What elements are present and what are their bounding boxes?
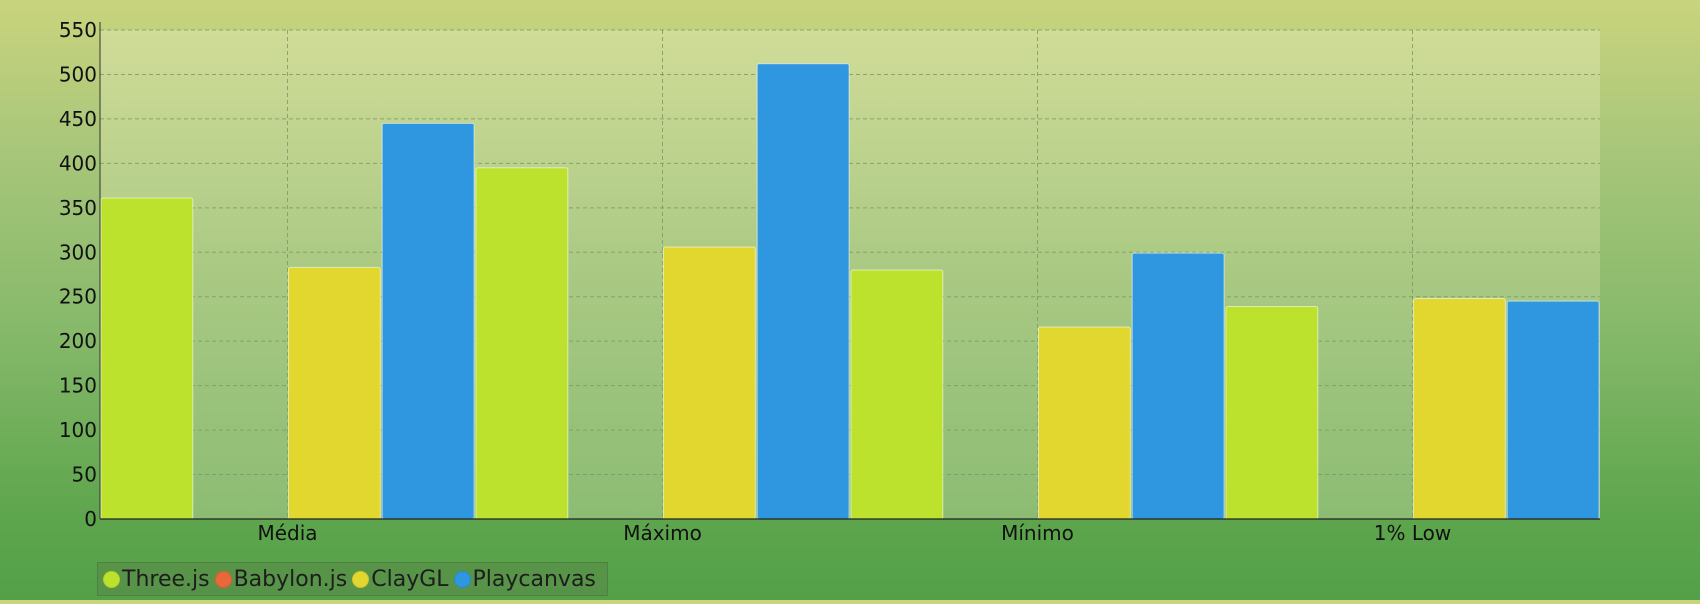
legend-marker-icon [103,570,120,588]
legend-label: ClayGL [371,566,449,592]
bar-playcanvas-2 [1131,252,1225,520]
x-tick-label: Máximo [623,521,702,545]
bar-claygl-1 [662,246,756,520]
bar-playcanvas-1 [756,63,850,520]
y-tick-label: 550 [59,18,97,42]
y-tick-label: 250 [59,285,97,309]
y-tick-label: 100 [59,418,97,442]
axes [99,22,1600,520]
y-tick-label: 350 [59,196,97,220]
legend-item-claygl[interactable]: ClayGL [349,566,449,592]
y-tick-label: 50 [72,463,97,487]
legend-label: Three.js [122,566,210,592]
x-tick-label: 1% Low [1374,521,1451,545]
grid-lines [100,29,1600,519]
legend-marker-icon [214,570,232,588]
y-tick-label: 300 [59,240,97,264]
legend-item-three-js[interactable]: Three.js [100,567,210,592]
y-tick-label: 150 [59,374,97,398]
legend-marker-icon [453,570,471,588]
y-tick-label: 0 [84,507,97,531]
bar-playcanvas-3 [1506,300,1600,520]
x-tick-labels: Média Máximo Mínimo 1% Low [257,521,1451,545]
bar-three-js-1 [475,167,569,520]
bar-three-js-2 [850,269,944,520]
legend-label: Playcanvas [472,566,596,592]
bars [100,63,1600,520]
y-tick-label: 400 [59,151,97,175]
bar-claygl-2 [1037,326,1131,520]
x-tick-label: Média [257,521,317,545]
bar-playcanvas-0 [381,122,475,520]
bar-three-js-0 [100,197,194,520]
legend: Three.js Babylon.js ClayGL Playcanvas [97,562,608,596]
legend-item-babylon-js[interactable]: Babylon.js [212,566,348,592]
y-tick-label: 500 [59,62,97,86]
x-tick-label: Mínimo [1001,521,1074,545]
legend-label: Babylon.js [233,566,348,592]
bar-claygl-0 [287,266,381,520]
y-tick-label: 200 [59,329,97,353]
bar-three-js-3 [1225,306,1319,520]
y-tick-labels: 0 50 100 150 200 250 300 350 400 450 500 550 [59,18,97,531]
bar-claygl-3 [1412,298,1506,520]
y-tick-label: 450 [59,107,97,131]
legend-item-playcanvas[interactable]: Playcanvas [451,567,596,592]
legend-marker-icon [352,570,370,588]
